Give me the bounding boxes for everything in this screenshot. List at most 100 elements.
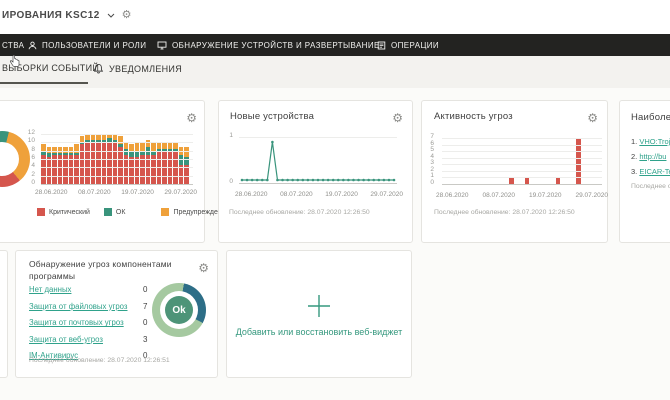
legend-item: Предупреждение: [161, 208, 230, 216]
stacked-bar: [156, 142, 161, 184]
detection-row: Нет данных 0: [29, 283, 157, 300]
ok-donut-gap: Ok: [160, 291, 198, 329]
y-tick: 4: [430, 152, 434, 160]
ok-label: Ok: [172, 304, 186, 316]
add-widget-card[interactable]: Добавить или восстановить веб-виджет: [226, 250, 412, 378]
last-update-note: Последнее обновление: 28.07.2020 12:26:5…: [29, 357, 170, 364]
operations-icon: [377, 41, 386, 49]
stacked-bar: [123, 142, 128, 184]
x-label: 19.07.2020: [528, 192, 562, 199]
server-settings-gear-icon[interactable]: ⚙: [121, 9, 132, 21]
y-tick: 8: [31, 145, 35, 153]
threat-bar: [524, 177, 530, 184]
threat-link[interactable]: VHO:Troj: [639, 137, 670, 146]
component-link[interactable]: Защита от почтовых угроз: [29, 318, 124, 328]
widget-title: Новые устройства: [230, 111, 315, 122]
y-tick: 10: [27, 137, 35, 145]
threat-bar: [555, 177, 560, 184]
stacked-bar: [145, 140, 150, 184]
threat-list-item: 2. http://bu: [631, 152, 666, 161]
component-count: 0: [143, 318, 148, 328]
component-link[interactable]: IM-Антивирус: [29, 351, 79, 361]
stacked-bar: [134, 142, 139, 184]
nav-item-label: ОБНАРУЖЕНИЕ УСТРОЙСТВ И РАЗВЕРТЫВАНИЕ: [172, 40, 380, 50]
y-axis-ticks: 12 10 8 6 4 2 0: [0, 129, 35, 185]
users-icon: [28, 41, 37, 49]
new-devices-line-chart: [240, 140, 396, 182]
nav-item-discovery-deployment[interactable]: ОБНАРУЖЕНИЕ УСТРОЙСТВ И РАЗВЕРТЫВАНИЕ: [157, 34, 380, 56]
item-number: 3.: [631, 167, 638, 176]
tabbar: ВЫБОРКИ СОБЫТИЙ УВЕДОМЛЕНИЯ: [0, 56, 670, 88]
y-tick: 3: [430, 159, 434, 167]
detection-row: IM-Антивирус 0: [29, 349, 157, 366]
gridline: [442, 138, 602, 139]
threat-link[interactable]: EICAR-Te: [639, 167, 670, 176]
nav-item-label: ОПЕРАЦИИ: [391, 40, 440, 50]
tab-label: ВЫБОРКИ СОБЫТИЙ: [2, 63, 100, 73]
legend-swatch: [37, 208, 45, 216]
stacked-bar: [74, 144, 79, 184]
gridline: [442, 184, 602, 185]
y-tick: 7: [430, 133, 434, 140]
legend-label: ОК: [115, 208, 126, 216]
tab-event-selections[interactable]: ВЫБОРКИ СОБЫТИЙ: [2, 63, 99, 73]
component-link[interactable]: Защита от веб-угроз: [29, 334, 103, 344]
component-link[interactable]: Нет данных: [29, 285, 72, 294]
gridline: [41, 159, 193, 160]
widget-settings-gear-icon[interactable]: ⚙: [186, 111, 197, 125]
stacked-bar: [85, 134, 90, 184]
nav-item-label: СТВА: [2, 40, 25, 50]
stacked-bar: [118, 136, 123, 184]
widget-threat-detection-components: Обнаружение угроз компонентами программы…: [15, 250, 218, 378]
gridline: [41, 167, 193, 169]
widget-settings-gear-icon[interactable]: ⚙: [198, 261, 209, 275]
widget-title: Обнаружение угроз компонентами программы: [29, 259, 172, 281]
widget-settings-gear-icon[interactable]: ⚙: [587, 111, 598, 125]
widget-settings-gear-icon[interactable]: ⚙: [392, 111, 403, 125]
detection-rows: Нет данных 0 Защита от файловых угроз 7 …: [29, 283, 157, 366]
widget-title: Активность угроз: [434, 111, 513, 122]
last-update-note: Последнее об: [631, 183, 670, 190]
nav-item-devices[interactable]: СТВА: [2, 34, 24, 56]
stacked-bar: [57, 146, 62, 184]
stacked-bar: [173, 142, 178, 184]
stacked-bar: [96, 134, 101, 184]
component-link[interactable]: Защита от файловых угроз: [29, 301, 128, 311]
threat-bar: [576, 138, 581, 184]
x-axis-labels: 28.06.2020 08.07.2020 19.07.2020 29.07.2…: [436, 192, 608, 199]
stacked-bar: [178, 146, 183, 184]
x-label: 08.07.2020: [482, 192, 516, 199]
gridline: [442, 170, 602, 172]
gridline: [41, 134, 193, 135]
tab-notifications[interactable]: УВЕДОМЛЕНИЯ: [93, 63, 182, 75]
widget-title: Наиболее р: [631, 112, 670, 123]
x-label: 28.06.2020: [436, 192, 469, 199]
gridline: [239, 183, 397, 184]
bell-icon: [93, 63, 104, 74]
last-update-note: Последнее обновление: 28.07.2020 12:26:5…: [229, 209, 370, 216]
ok-status-donut: Ok: [152, 283, 206, 337]
x-label: 19.07.2020: [121, 189, 154, 196]
server-selector[interactable]: ИРОВАНИЯ KSC12 ⚙: [2, 9, 132, 22]
x-label: 19.07.2020: [325, 191, 358, 198]
gridline: [239, 137, 397, 138]
nav-item-operations[interactable]: ОПЕРАЦИИ: [377, 34, 439, 56]
threat-link[interactable]: http://bu: [639, 152, 667, 161]
monitor-icon: [157, 41, 167, 49]
component-count: 3: [143, 334, 148, 344]
legend-item: Критический: [37, 208, 90, 216]
gridline: [41, 142, 193, 144]
stacked-bar: [151, 142, 156, 184]
stacked-bar-plot: [41, 134, 193, 185]
add-widget-label: Добавить или восстановить веб-виджет: [235, 327, 403, 337]
nav-item-users-roles[interactable]: ПОЛЬЗОВАТЕЛИ И РОЛИ: [28, 34, 146, 56]
stacked-bar: [112, 134, 117, 184]
item-number: 1.: [631, 137, 638, 146]
stacked-bar: [184, 146, 189, 184]
legend-label: Предупреждение: [173, 208, 230, 216]
x-axis-labels: 28.06.2020 08.07.2020 19.07.2020 29.07.2…: [35, 189, 197, 196]
gridline: [41, 150, 193, 152]
